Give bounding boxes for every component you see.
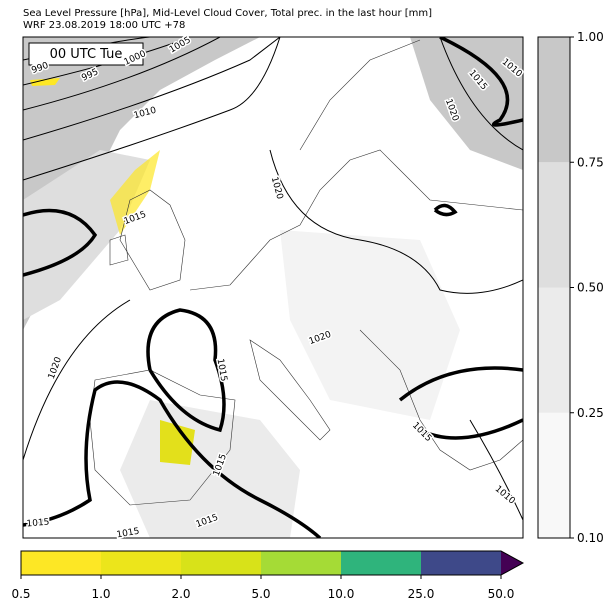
subtitle: WRF 23.08.2019 18:00 UTC +78 bbox=[23, 20, 185, 31]
coastlines bbox=[89, 39, 523, 506]
precip-colorbar-segment bbox=[341, 551, 421, 575]
time-label: 00 UTC Tue bbox=[50, 47, 123, 62]
precip-colorbar-frame bbox=[20, 550, 525, 576]
precip-area bbox=[30, 78, 60, 86]
precip-colorbar-tick-label: 2.0 bbox=[171, 587, 190, 601]
precip-area bbox=[110, 150, 160, 235]
cloud-colorbar-tick-label: 0.75 bbox=[577, 155, 604, 169]
cloud-colorbar-tick-label: 0.10 bbox=[577, 531, 604, 545]
map-area bbox=[23, 37, 523, 538]
time-label-box bbox=[28, 42, 144, 66]
precip-colorbar-segment bbox=[181, 551, 261, 575]
precip-colorbar-extend bbox=[501, 551, 523, 575]
map-frame bbox=[22, 36, 524, 539]
precip-colorbar-segment bbox=[421, 551, 501, 575]
precip-colorbar-tick-label: 5.0 bbox=[251, 587, 270, 601]
cloud-colorbar-segment bbox=[538, 37, 570, 163]
precip-colorbar-tick-label: 25.0 bbox=[408, 587, 435, 601]
precip-colorbar-tick-label: 10.0 bbox=[328, 587, 355, 601]
isobar-label: 1015 bbox=[26, 518, 50, 530]
cloud-colorbar-tick-label: 1.00 bbox=[577, 30, 604, 44]
cloud-band bbox=[23, 37, 260, 330]
precip-colorbar-tick-label: 50.0 bbox=[488, 587, 515, 601]
cloud-colorbar-tick-label: 0.50 bbox=[577, 281, 604, 295]
cloud-colorbar-segment bbox=[538, 287, 570, 413]
precip-colorbar-tick-label: 0.5 bbox=[11, 587, 30, 601]
precip-area bbox=[160, 420, 195, 465]
isobar-1015 bbox=[23, 37, 523, 538]
precip-colorbar-segment bbox=[101, 551, 181, 575]
cloud-colorbar-segment bbox=[538, 412, 570, 538]
cloud-area bbox=[410, 37, 523, 170]
cloud-colorbar-tick-label: 0.25 bbox=[577, 406, 604, 420]
cloud-colorbar-segment bbox=[538, 162, 570, 288]
title: Sea Level Pressure [hPa], Mid-Level Clou… bbox=[23, 8, 432, 19]
precip-colorbar-segment bbox=[261, 551, 341, 575]
precip-colorbar-tick-label: 1.0 bbox=[91, 587, 110, 601]
isobars bbox=[23, 37, 523, 521]
cloud-area bbox=[280, 230, 460, 420]
precip-colorbar-segment bbox=[21, 551, 101, 575]
